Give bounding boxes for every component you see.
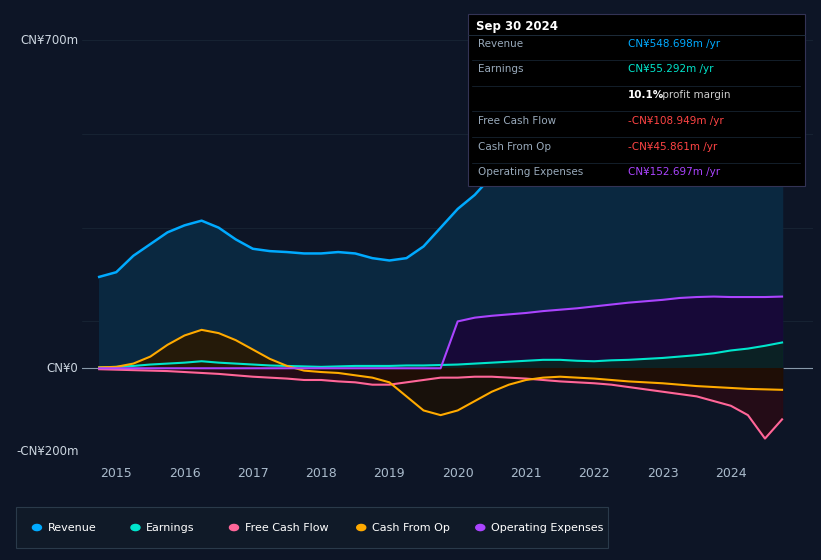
- Text: Operating Expenses: Operating Expenses: [478, 167, 583, 178]
- Text: Operating Expenses: Operating Expenses: [491, 522, 603, 533]
- Text: CN¥0: CN¥0: [47, 362, 79, 375]
- Text: Free Cash Flow: Free Cash Flow: [245, 522, 328, 533]
- Text: Earnings: Earnings: [478, 64, 523, 74]
- Text: Free Cash Flow: Free Cash Flow: [478, 116, 556, 126]
- Text: CN¥700m: CN¥700m: [21, 34, 79, 47]
- Text: Revenue: Revenue: [48, 522, 96, 533]
- Text: 10.1%: 10.1%: [628, 90, 664, 100]
- Text: Earnings: Earnings: [146, 522, 195, 533]
- Text: Sep 30 2024: Sep 30 2024: [476, 20, 558, 32]
- Text: Cash From Op: Cash From Op: [372, 522, 450, 533]
- Text: Revenue: Revenue: [478, 39, 523, 49]
- Text: profit margin: profit margin: [659, 90, 731, 100]
- Text: -CN¥108.949m /yr: -CN¥108.949m /yr: [628, 116, 724, 126]
- Text: -CN¥200m: -CN¥200m: [16, 445, 79, 458]
- Text: CN¥55.292m /yr: CN¥55.292m /yr: [628, 64, 713, 74]
- Text: CN¥152.697m /yr: CN¥152.697m /yr: [628, 167, 720, 178]
- Text: Cash From Op: Cash From Op: [478, 142, 551, 152]
- Text: CN¥548.698m /yr: CN¥548.698m /yr: [628, 39, 720, 49]
- Text: -CN¥45.861m /yr: -CN¥45.861m /yr: [628, 142, 718, 152]
